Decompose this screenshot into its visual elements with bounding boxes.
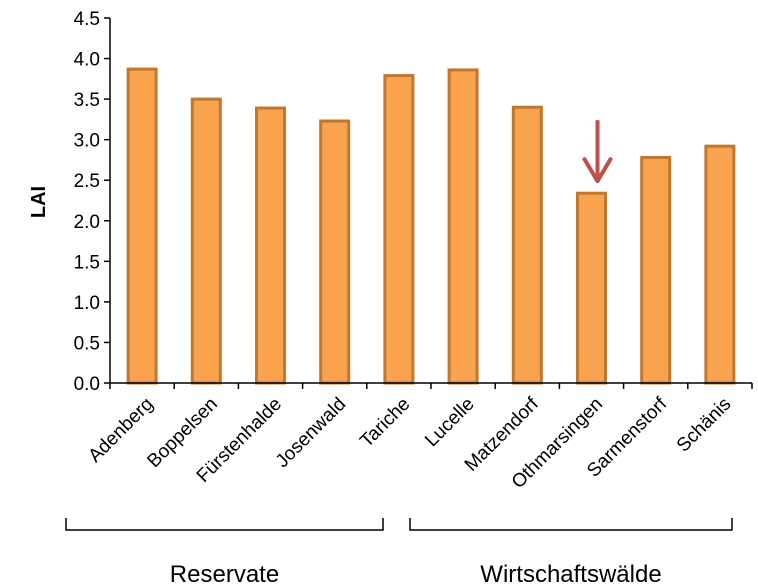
y-tick-label: 3.0 xyxy=(74,131,100,152)
group-bracket xyxy=(65,518,384,531)
x-tick-label: Josenwald xyxy=(272,394,350,472)
y-tick-label: 2.5 xyxy=(74,171,100,192)
bar xyxy=(126,67,158,385)
highlight-arrow xyxy=(582,120,613,184)
arrow-head xyxy=(582,157,613,184)
x-tick-label: Tariche xyxy=(356,394,414,452)
y-tick-label: 0.5 xyxy=(74,333,100,354)
y-tick-label: 2.0 xyxy=(74,212,100,233)
y-tick-label: 1.5 xyxy=(74,252,100,273)
y-tick-label: 3.5 xyxy=(74,90,100,111)
y-axis-label: LAI xyxy=(28,186,50,218)
bars xyxy=(126,67,736,385)
bar xyxy=(383,74,415,385)
bar xyxy=(190,97,222,385)
bar xyxy=(319,119,351,385)
bar xyxy=(576,191,607,385)
group-label: Wirtschaftswälde xyxy=(480,561,661,588)
bar xyxy=(447,68,479,385)
y-tick-label: 4.0 xyxy=(74,50,100,71)
y-tick-label: 0.0 xyxy=(74,374,100,395)
bar xyxy=(704,144,736,385)
group-label: Reservate xyxy=(170,561,279,588)
group-bracket xyxy=(409,518,733,531)
bar xyxy=(640,156,672,385)
bar xyxy=(511,105,543,385)
category-groups: Reservate Wirtschaftswälde xyxy=(65,518,733,588)
y-axis: 0.0 0.5 1.0 1.5 2.0 2.5 3.0 3.5 4.0 4.5 xyxy=(74,9,111,395)
y-tick-label: 4.5 xyxy=(74,9,100,30)
x-tick-label: Lucelle xyxy=(421,394,478,451)
x-tick-label: Schänis xyxy=(673,394,736,457)
y-tick-label: 1.0 xyxy=(74,293,100,314)
bar xyxy=(255,106,286,385)
